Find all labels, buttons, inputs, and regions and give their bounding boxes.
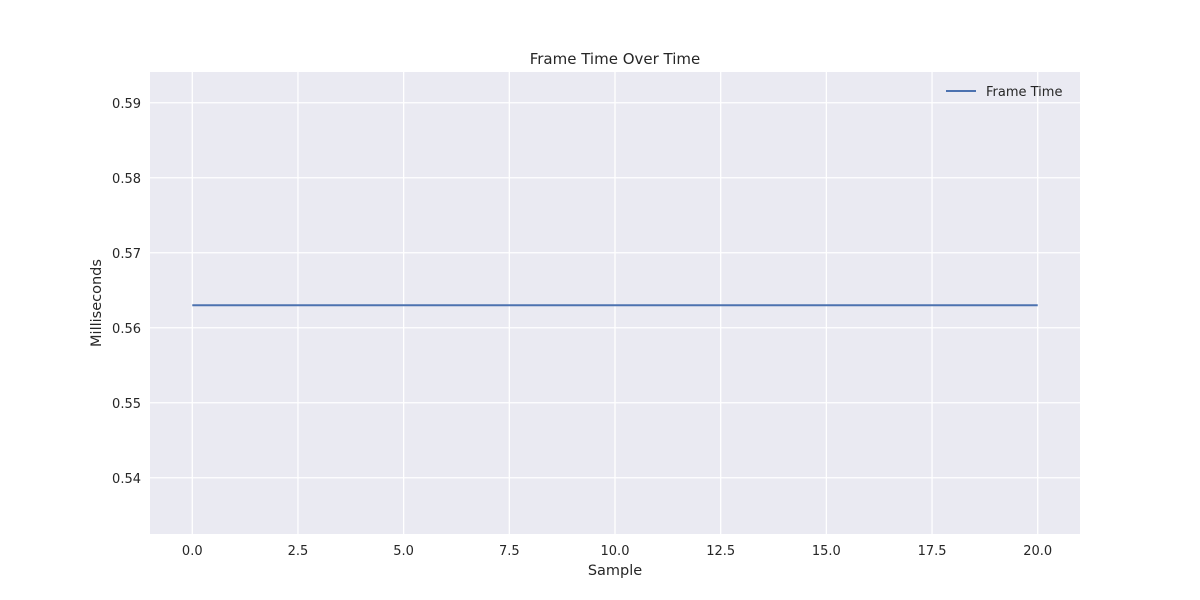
x-tick-label: 0.0 [182,544,203,559]
x-tick-label: 10.0 [601,544,630,559]
y-tick-label: 0.58 [112,172,141,187]
x-tick-label: 20.0 [1023,544,1052,559]
y-tick-labels: 0.54 0.55 0.56 0.57 0.58 0.59 [112,97,141,487]
x-axis-label: Sample [588,563,642,579]
y-tick-label: 0.54 [112,472,141,487]
grid-lines [150,72,1080,534]
legend: Frame Time [946,85,1062,100]
y-tick-label: 0.56 [112,322,141,337]
y-tick-label: 0.59 [112,97,141,112]
x-tick-label: 2.5 [288,544,309,559]
legend-label-frame-time: Frame Time [986,85,1062,100]
y-axis-label: Milliseconds [89,259,105,347]
y-tick-label: 0.55 [112,397,141,412]
chart-title: Frame Time Over Time [530,50,701,68]
x-tick-labels: 0.0 2.5 5.0 7.5 10.0 12.5 15.0 17.5 20.0 [182,544,1052,559]
x-tick-label: 15.0 [812,544,841,559]
x-tick-label: 17.5 [918,544,947,559]
x-tick-label: 5.0 [393,544,414,559]
x-tick-label: 12.5 [706,544,735,559]
y-tick-label: 0.57 [112,247,141,262]
x-tick-label: 7.5 [499,544,520,559]
